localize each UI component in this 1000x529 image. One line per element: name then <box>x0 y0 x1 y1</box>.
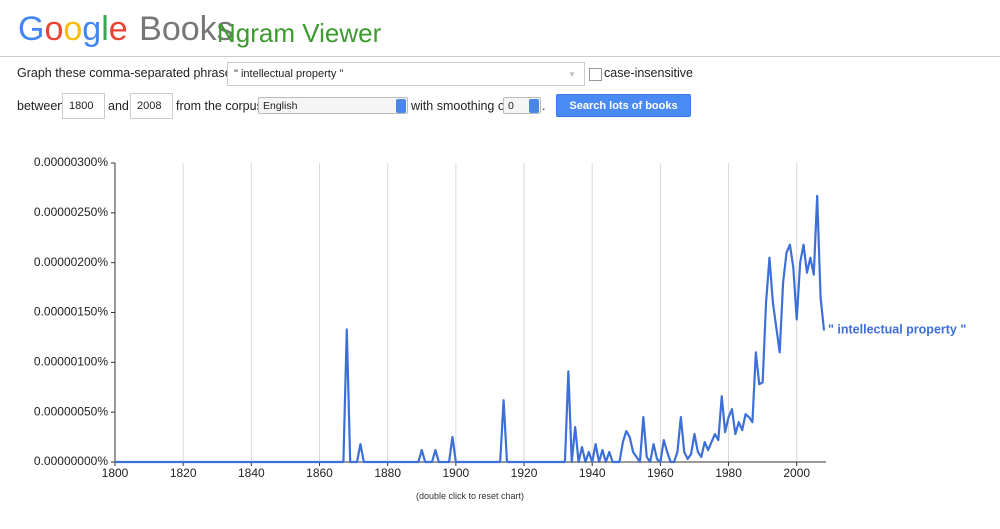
x-tick-label: 1840 <box>238 466 265 480</box>
end-year-input[interactable]: 2008 <box>130 93 173 119</box>
case-label: case-insensitive <box>604 66 693 80</box>
series-line <box>115 194 826 464</box>
x-tick-label: 1880 <box>374 466 401 480</box>
y-tick-label: 0.00000100% <box>34 355 108 369</box>
divider <box>0 56 1000 57</box>
between-label: between <box>17 99 65 113</box>
x-tick-label: 1860 <box>306 466 333 480</box>
footnote: (double click to reset chart) <box>415 491 525 501</box>
phrases-label: Graph these comma-separated phrases: <box>17 66 242 80</box>
y-tick-label: 0.00000050% <box>34 404 108 418</box>
y-tick-label: 0.00000200% <box>34 255 108 269</box>
brand: Books <box>139 10 234 48</box>
phrases-input[interactable]: " intellectual property " ▼ <box>227 62 585 86</box>
corpus-label: from the corpus <box>176 99 263 113</box>
smoothing-label: with smoothing of <box>411 99 509 113</box>
x-tick-label: 1940 <box>579 466 606 480</box>
x-tick-label: 1900 <box>443 466 470 480</box>
corpus: English <box>263 99 298 112</box>
product-name: Ngram Viewer <box>217 18 382 48</box>
corpus-select[interactable]: English <box>258 97 408 114</box>
end-year: 2008 <box>137 100 162 112</box>
y-tick-label: 0.00000000% <box>34 454 108 468</box>
logo: Google Books <box>18 10 234 49</box>
x-tick-label: 1800 <box>102 466 129 480</box>
smoothing: 0 <box>508 99 514 112</box>
phrases-text: " intellectual property " <box>234 68 344 80</box>
x-tick-label: 1820 <box>170 466 197 480</box>
google-logo: Google <box>18 10 128 48</box>
start-year-input[interactable]: 1800 <box>62 93 105 119</box>
search-button[interactable]: Search lots of books <box>556 94 691 117</box>
smoothing-select[interactable]: 0 <box>503 97 541 114</box>
and-label: and <box>108 99 129 113</box>
x-tick-label: 1960 <box>647 466 674 480</box>
y-tick-label: 0.00000300% <box>34 155 108 169</box>
y-tick-label: 0.00000250% <box>34 205 108 219</box>
y-tick-label: 0.00000150% <box>34 305 108 319</box>
x-tick-label: 1980 <box>715 466 742 480</box>
series-label: " intellectual property " <box>828 323 966 337</box>
case-checkbox[interactable] <box>589 68 602 81</box>
start-year: 1800 <box>69 100 94 112</box>
x-tick-label: 2000 <box>783 466 810 480</box>
x-tick-label: 1920 <box>511 466 538 480</box>
